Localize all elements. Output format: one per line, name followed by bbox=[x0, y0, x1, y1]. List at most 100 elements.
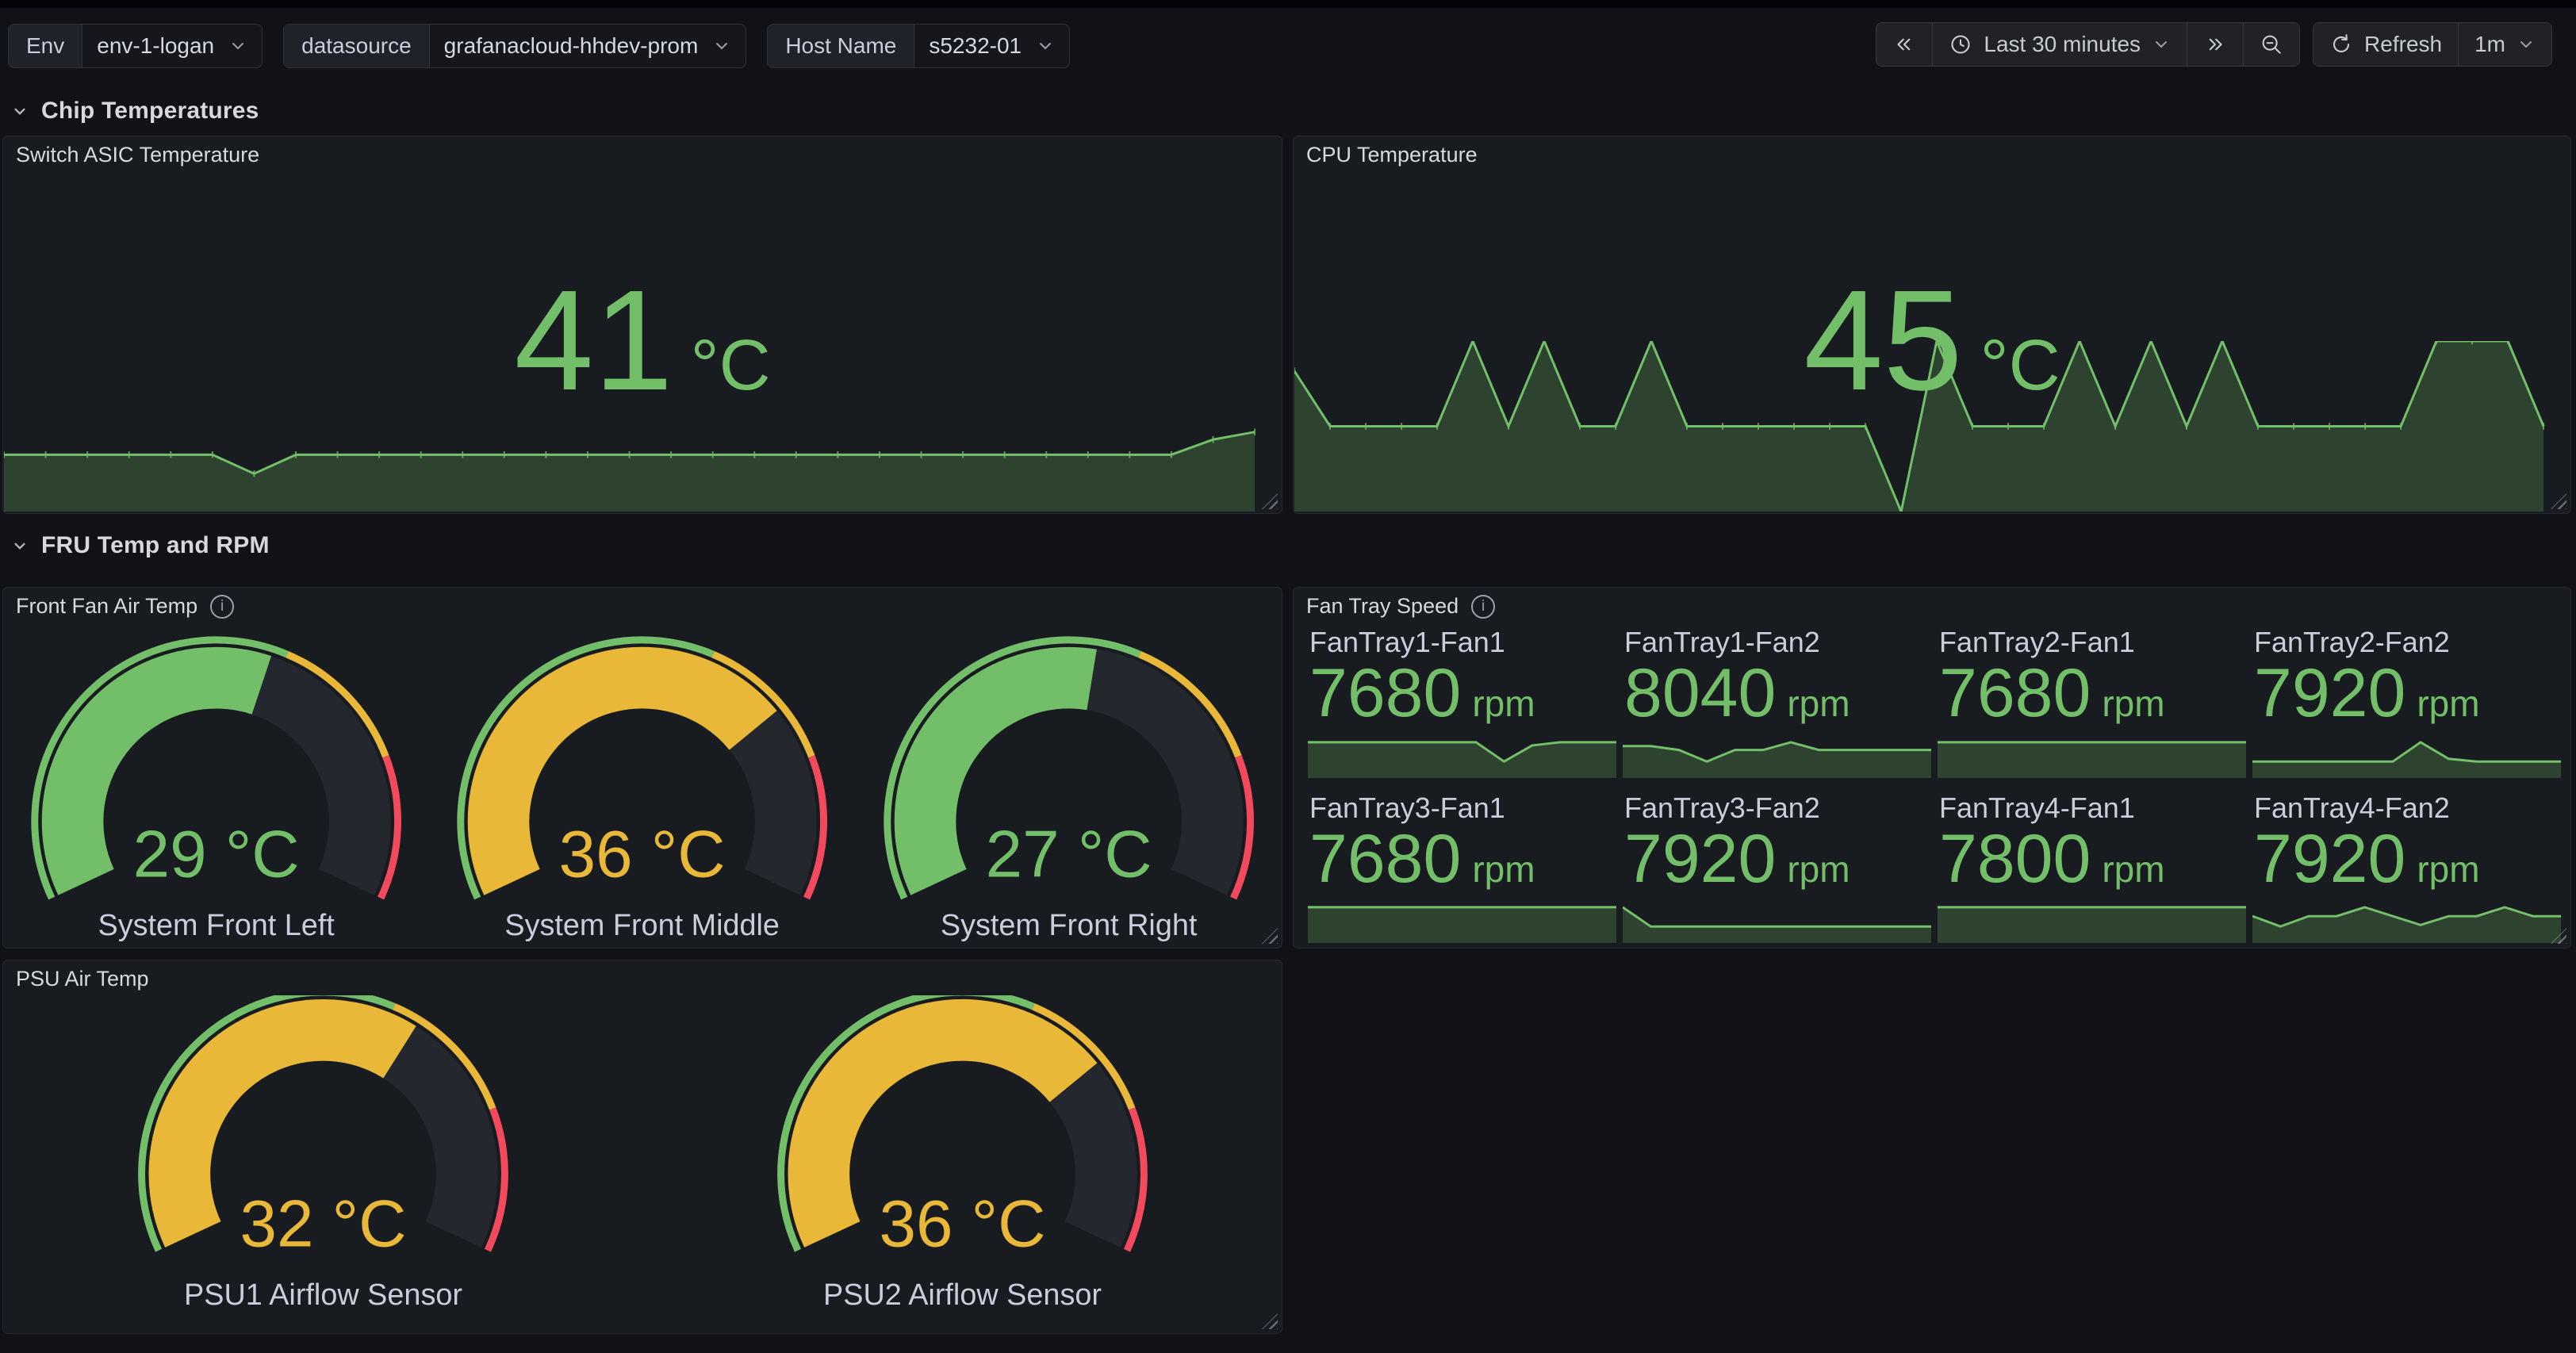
fan-stat-grid: FanTray1-Fan1 7680 rpm FanTray1-Fan2 8040… bbox=[1308, 624, 2561, 943]
chevrons-left-icon bbox=[1897, 38, 1911, 51]
fan-stat-fantray4-fan1: FanTray4-Fan1 7800 rpm bbox=[1938, 790, 2246, 943]
time-range-label: Last 30 minutes bbox=[1984, 32, 2141, 56]
svg-text:System Front Left: System Front Left bbox=[98, 909, 335, 942]
svg-text:System Front Middle: System Front Middle bbox=[505, 909, 780, 942]
fan-stat-fantray3-fan1: FanTray3-Fan1 7680 rpm bbox=[1308, 790, 1616, 943]
panel-fan-tray-speed: Fan Tray Speed i FanTray1-Fan1 7680 rpm F… bbox=[1293, 587, 2571, 949]
fan-unit: rpm bbox=[2102, 848, 2165, 890]
gauge-system-front-left: 29 °C System Front Left bbox=[3, 623, 429, 948]
panel-title[interactable]: PSU Air Temp bbox=[16, 967, 149, 991]
panel-front-fan-air-temp: Front Fan Air Temp i 29 °C System Front L… bbox=[2, 587, 1282, 949]
panel-title[interactable]: Switch ASIC Temperature bbox=[16, 143, 260, 167]
dashboard-toolbar: Env env-1-logan datasource grafanacloud-… bbox=[0, 8, 2576, 95]
refresh-button[interactable]: Refresh bbox=[2313, 23, 2458, 66]
svg-text:PSU2 Airflow Sensor: PSU2 Airflow Sensor bbox=[823, 1278, 1102, 1312]
refresh-interval-value: 1m bbox=[2474, 32, 2505, 56]
chevron-down-icon bbox=[232, 43, 244, 49]
panel-title[interactable]: Fan Tray Speed bbox=[1306, 594, 1459, 618]
fan-label: FanTray1-Fan1 bbox=[1309, 626, 1505, 658]
fan-label: FanTray2-Fan1 bbox=[1939, 626, 2135, 658]
chevrons-right-icon bbox=[2209, 38, 2222, 51]
variable-env: Env env-1-logan bbox=[8, 24, 263, 68]
fan-value: 7920 bbox=[1624, 820, 1777, 897]
refresh-icon bbox=[2333, 34, 2350, 53]
fan-sparkline bbox=[1623, 902, 1931, 943]
window-top-strip bbox=[0, 0, 2576, 8]
svg-text:36 °C: 36 °C bbox=[559, 816, 726, 891]
fan-value: 8040 bbox=[1624, 655, 1777, 731]
gauge-row: 29 °C System Front Left 36 °C System Front… bbox=[3, 623, 1282, 948]
svg-text:System Front Right: System Front Right bbox=[941, 909, 1198, 942]
variable-datasource-dropdown[interactable]: grafanacloud-hhdev-prom bbox=[430, 25, 746, 67]
panel-cpu-temperature: CPU Temperature 45 °C bbox=[1293, 136, 2571, 514]
fan-sparkline bbox=[1308, 737, 1616, 778]
time-picker-group: Last 30 minutes bbox=[1876, 22, 2301, 67]
fan-value: 7920 bbox=[2254, 655, 2406, 731]
fan-sparkline bbox=[2252, 902, 2561, 943]
info-icon[interactable]: i bbox=[210, 594, 235, 619]
row-header-chip-temperatures[interactable]: Chip Temperatures bbox=[10, 94, 259, 128]
variable-datasource: datasource grafanacloud-hhdev-prom bbox=[283, 24, 747, 68]
fan-unit: rpm bbox=[2102, 683, 2165, 724]
fan-unit: rpm bbox=[1787, 848, 1850, 890]
panel-title[interactable]: CPU Temperature bbox=[1306, 143, 1478, 167]
refresh-label: Refresh bbox=[2364, 32, 2443, 56]
row-title: FRU Temp and RPM bbox=[41, 532, 270, 558]
variable-env-value: env-1-logan bbox=[97, 33, 215, 58]
chevron-down-icon bbox=[2520, 41, 2532, 48]
fan-unit: rpm bbox=[1472, 683, 1535, 724]
fan-label: FanTray3-Fan2 bbox=[1624, 791, 1820, 824]
variable-hostname-dropdown[interactable]: s5232-01 bbox=[914, 25, 1069, 67]
time-shift-forward-button[interactable] bbox=[2187, 23, 2243, 66]
fan-stat-fantray4-fan2: FanTray4-Fan2 7920 rpm bbox=[2252, 790, 2561, 943]
sparkline-cpu bbox=[1294, 341, 2556, 512]
time-shift-back-button[interactable] bbox=[1876, 23, 1932, 66]
fan-stat-fantray1-fan2: FanTray1-Fan2 8040 rpm bbox=[1623, 624, 1931, 778]
panel-switch-asic-temperature: Switch ASIC Temperature 41 °C bbox=[2, 136, 1282, 514]
time-range-picker-button[interactable]: Last 30 minutes bbox=[1932, 23, 2187, 66]
chevron-down-icon bbox=[14, 108, 25, 115]
fan-stat-fantray2-fan1: FanTray2-Fan1 7680 rpm bbox=[1938, 624, 2246, 778]
time-zoom-out-button[interactable] bbox=[2243, 23, 2299, 66]
variable-controls: Env env-1-logan datasource grafanacloud-… bbox=[8, 24, 1071, 68]
fan-sparkline bbox=[2252, 737, 2561, 778]
info-icon[interactable]: i bbox=[1471, 594, 1496, 619]
svg-text:32 °C: 32 °C bbox=[240, 1186, 406, 1261]
time-controls: Last 30 minutes Refresh 1m bbox=[1876, 22, 2552, 67]
stat-unit: °C bbox=[690, 326, 771, 405]
variable-env-label: Env bbox=[9, 25, 83, 67]
fan-stat-fantray3-fan2: FanTray3-Fan2 7920 rpm bbox=[1623, 790, 1931, 943]
svg-text:36 °C: 36 °C bbox=[879, 1186, 1045, 1261]
fan-value: 7680 bbox=[1309, 655, 1462, 731]
fan-value: 7680 bbox=[1939, 655, 2091, 731]
panel-title[interactable]: Front Fan Air Temp bbox=[16, 594, 198, 618]
fan-unit: rpm bbox=[1472, 848, 1535, 890]
fan-label: FanTray1-Fan2 bbox=[1624, 626, 1820, 658]
chevron-down-icon bbox=[2156, 41, 2168, 48]
svg-text:29 °C: 29 °C bbox=[133, 816, 300, 891]
fan-value: 7680 bbox=[1309, 820, 1462, 897]
panel-psu-air-temp: PSU Air Temp 32 °C PSU1 Airflow Sensor 36… bbox=[2, 960, 1282, 1334]
row-title: Chip Temperatures bbox=[41, 98, 259, 124]
svg-text:27 °C: 27 °C bbox=[985, 816, 1152, 891]
fan-sparkline bbox=[1308, 902, 1616, 943]
stat-number: 45 bbox=[1804, 261, 1963, 420]
stat-value-cpu: 45 °C bbox=[1294, 270, 2570, 412]
gauge-row: 32 °C PSU1 Airflow Sensor 36 °C PSU2 Airfl… bbox=[3, 995, 1282, 1333]
fan-value: 7920 bbox=[2254, 820, 2406, 897]
fan-label: FanTray2-Fan2 bbox=[2254, 626, 2450, 658]
variable-env-dropdown[interactable]: env-1-logan bbox=[82, 25, 262, 67]
variable-hostname: Host Name s5232-01 bbox=[767, 24, 1071, 68]
variable-hostname-label: Host Name bbox=[768, 25, 915, 67]
fan-label: FanTray4-Fan2 bbox=[2254, 791, 2450, 824]
fan-stat-fantray2-fan2: FanTray2-Fan2 7920 rpm bbox=[2252, 624, 2561, 778]
sparkline-switch-asic bbox=[4, 341, 1267, 512]
row-header-fru-temp-and-rpm[interactable]: FRU Temp and RPM bbox=[10, 528, 270, 563]
refresh-interval-dropdown[interactable]: 1m bbox=[2458, 23, 2551, 66]
gauge-system-front-right: 27 °C System Front Right bbox=[856, 623, 1282, 948]
chevron-down-icon bbox=[716, 43, 728, 49]
stat-unit: °C bbox=[1980, 326, 2060, 405]
zoom-out-icon bbox=[2262, 35, 2281, 54]
fan-label: FanTray4-Fan1 bbox=[1939, 791, 2135, 824]
